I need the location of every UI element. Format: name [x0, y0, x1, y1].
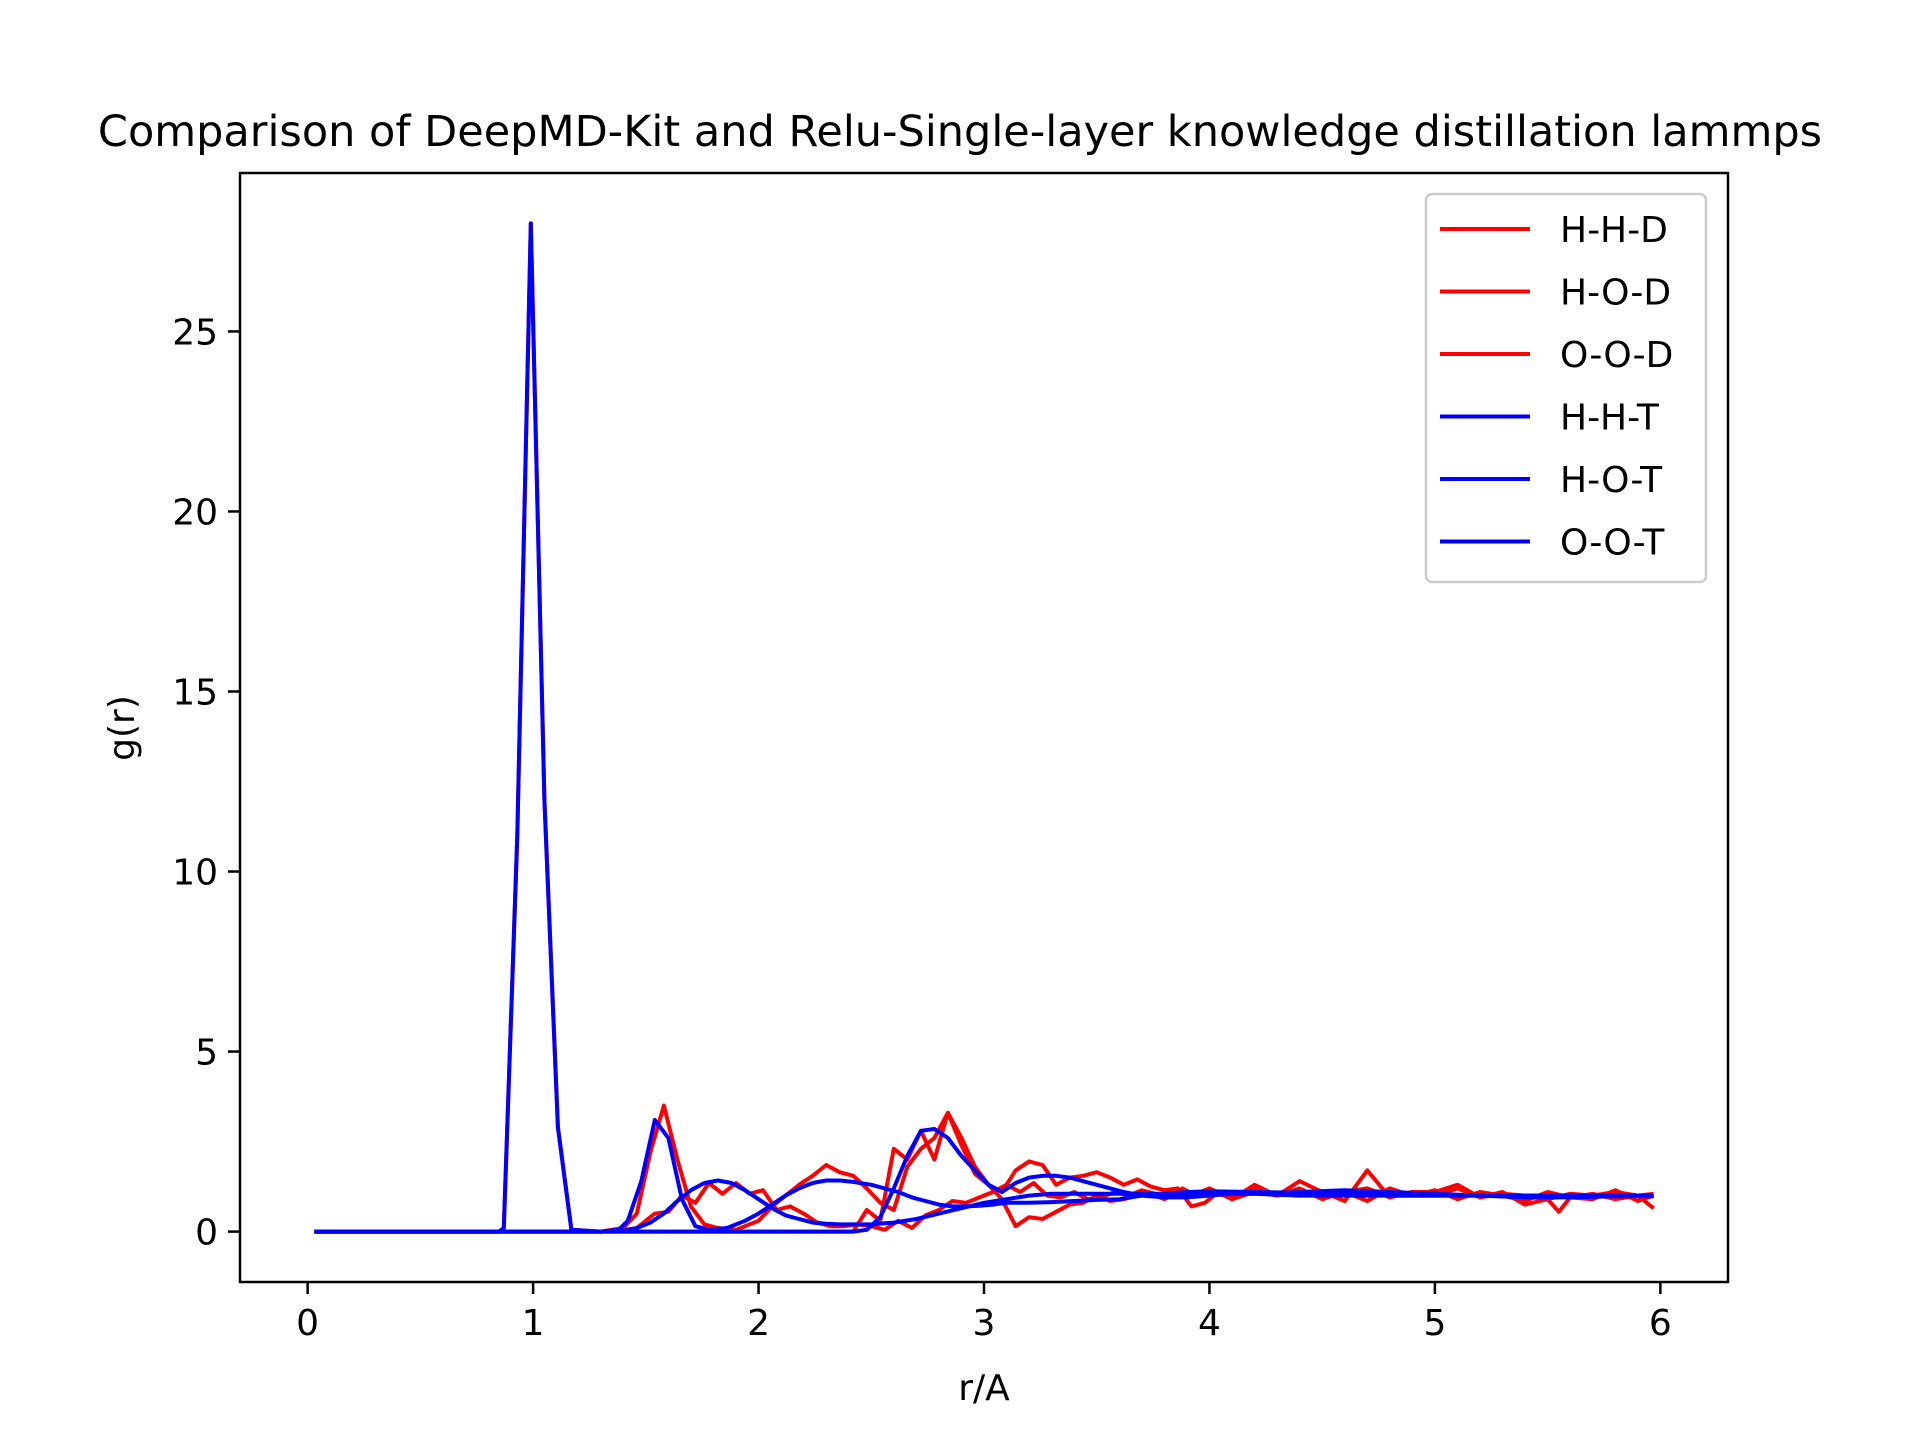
legend-label-h-o-t: H-O-T	[1560, 460, 1663, 501]
x-tick-label: 1	[522, 1303, 545, 1344]
series-line-o-o-t	[314, 1127, 1654, 1234]
y-tick-label: 5	[195, 1033, 218, 1074]
x-axis: 0 1 2 3 4 5 6	[296, 1282, 1672, 1344]
legend-label-h-h-t: H-H-T	[1560, 398, 1660, 439]
x-tick-label: 6	[1649, 1303, 1672, 1344]
series-layer	[314, 221, 1655, 1234]
y-tick-label: 0	[195, 1213, 218, 1254]
x-tick-label: 3	[973, 1303, 996, 1344]
legend-label-h-h-d: H-H-D	[1560, 210, 1668, 251]
x-tick-label: 5	[1423, 1303, 1446, 1344]
x-tick-label: 0	[296, 1303, 319, 1344]
x-axis-title: r/A	[958, 1368, 1010, 1409]
y-axis-title: g(r)	[102, 695, 143, 761]
legend-label-o-o-d: O-O-D	[1560, 335, 1673, 376]
legend-label-h-o-d: H-O-D	[1560, 273, 1671, 314]
chart-title: Comparison of DeepMD-Kit and Relu-Single…	[98, 107, 1822, 157]
y-tick-label: 10	[172, 853, 218, 894]
y-axis: 0 5 10 15 20 25	[172, 312, 240, 1254]
x-tick-label: 4	[1198, 1303, 1221, 1344]
y-tick-label: 20	[172, 492, 218, 533]
legend-label-o-o-t: O-O-T	[1560, 523, 1665, 564]
legend: H-H-D H-O-D O-O-D H-H-T H-O-T O-O-T	[1424, 192, 1708, 584]
y-tick-label: 15	[172, 672, 218, 713]
x-tick-label: 2	[747, 1303, 770, 1344]
series-line-o-o-d	[314, 1110, 1655, 1234]
y-tick-label: 25	[172, 312, 218, 353]
